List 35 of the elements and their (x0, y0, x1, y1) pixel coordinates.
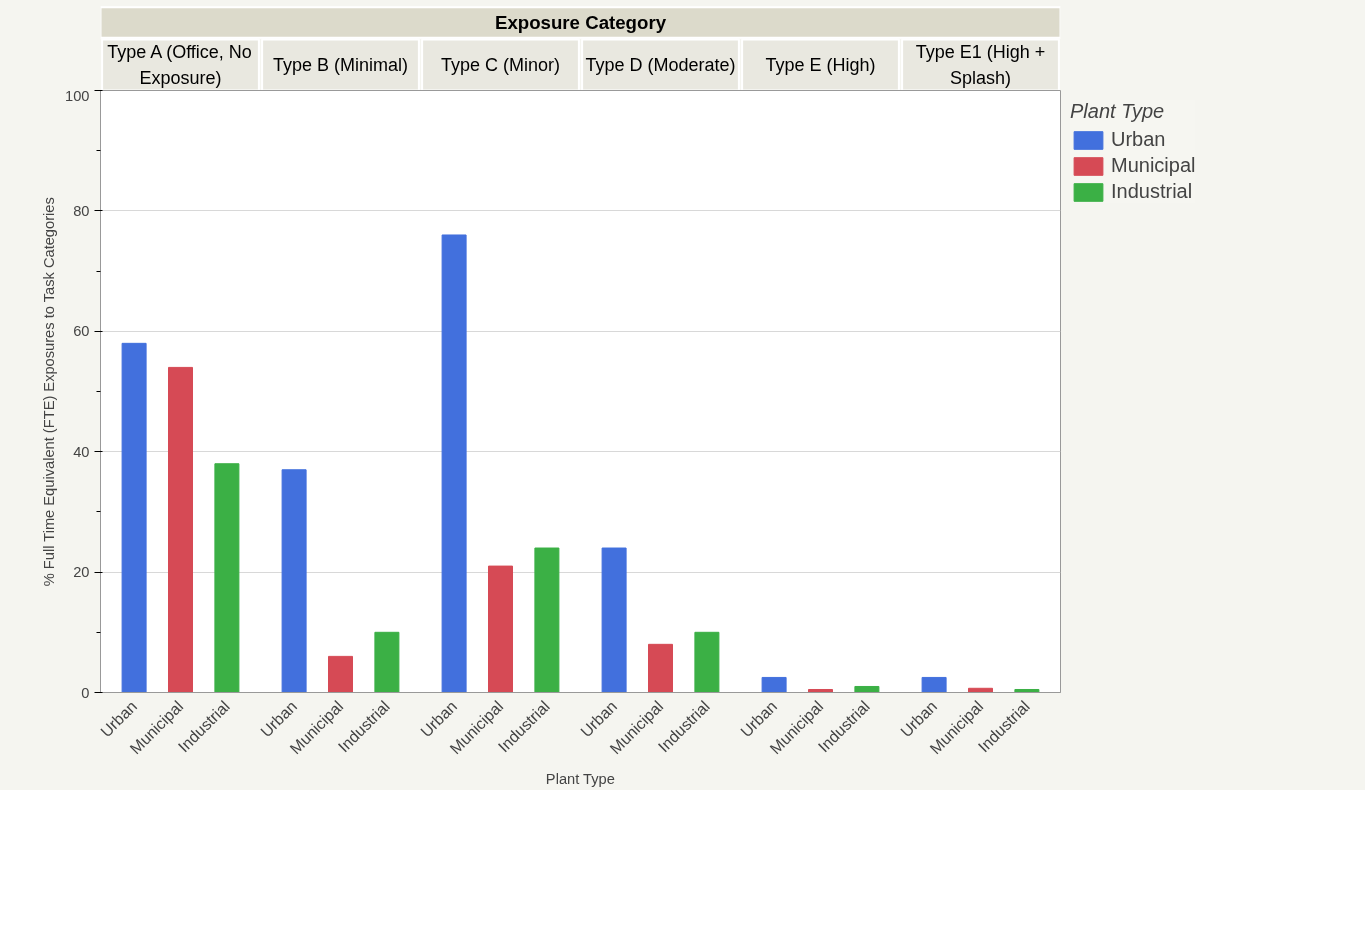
bar (761, 676, 787, 693)
y-tick-label: 60 (73, 323, 90, 340)
bar (921, 676, 947, 693)
y-tick-label: 20 (73, 564, 90, 581)
bar (648, 643, 673, 693)
x-tick-label: Type D (Moderate) (585, 55, 736, 75)
bar (441, 234, 467, 693)
y-tick-label: 0 (81, 684, 90, 701)
bar (854, 685, 880, 693)
bar (214, 463, 240, 693)
bar (488, 565, 513, 693)
bar (168, 366, 193, 693)
y-tick-label: 40 (73, 443, 90, 460)
bar (1014, 688, 1040, 693)
bar (121, 342, 147, 693)
y-axis-title: % Full Time Equivalent (FTE) Exposures to Task Categories (41, 197, 58, 587)
x-tick-label: Type C (Minor) (440, 55, 561, 75)
bar (534, 547, 560, 693)
x-tick-label: Type E (High) (765, 55, 876, 75)
bar (374, 631, 400, 693)
x-tick-label: Type E1 (High + Splash) (915, 42, 1046, 88)
y-tick-label: 100 (65, 87, 90, 104)
legend-label: Industrial (1111, 180, 1193, 203)
chart-title: Exposure Category (494, 12, 667, 33)
x-tick-label: Type B (Minimal) (272, 55, 409, 75)
y-tick-label: 80 (73, 202, 90, 219)
x-axis-title: Plant Type (1070, 100, 1166, 123)
bar (328, 655, 353, 693)
legend-label: Municipal (1111, 154, 1196, 177)
legend-title: Plant Type (545, 771, 615, 788)
x-tick-label: Type A (Office, No Exposure) (107, 42, 252, 88)
legend-label: Urban (1111, 128, 1166, 151)
bar (601, 547, 627, 693)
bar (694, 631, 720, 693)
bar (281, 469, 307, 693)
